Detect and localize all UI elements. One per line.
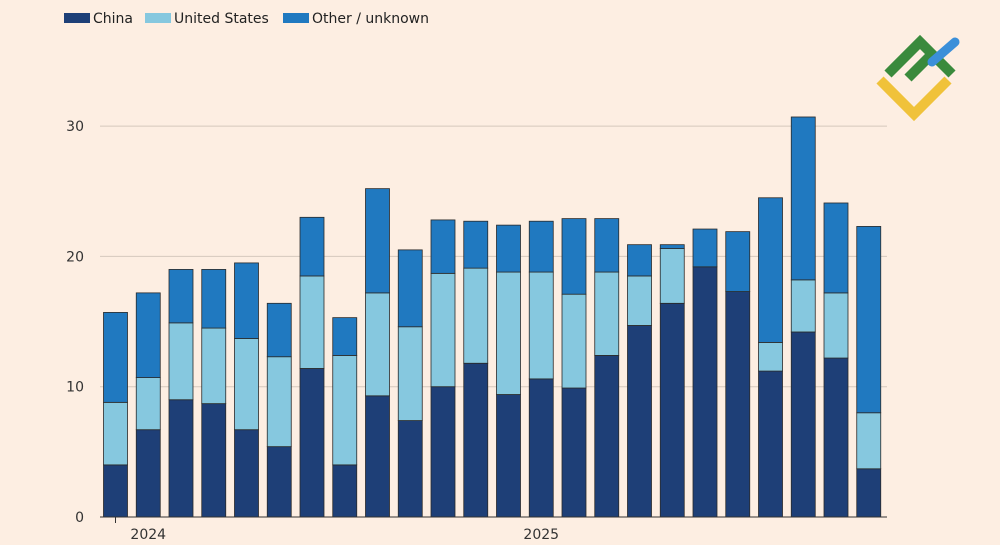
y-tick-label-10: 10: [66, 380, 84, 396]
bar-5-other-unknown: [234, 262, 259, 339]
x-tick-label-2025: 2025: [523, 527, 559, 543]
bar-20-other-unknown: [725, 231, 751, 292]
bar-1-united-states: [103, 401, 128, 466]
bar-6-other-unknown: [266, 302, 292, 358]
bar-21-united-states: [758, 341, 783, 372]
bar-21-china: [758, 370, 783, 518]
bar-10-united-states: [397, 326, 423, 421]
y-tick-label-20: 20: [66, 249, 84, 265]
bar-23-other-unknown: [823, 202, 849, 294]
bar-23-united-states: [823, 292, 849, 359]
bar-15-other-unknown: [561, 218, 587, 295]
bar-13-other-unknown: [496, 224, 521, 273]
bars-group: [103, 116, 882, 518]
bar-14-united-states: [528, 271, 554, 380]
legend-label-united-states: United States: [174, 11, 269, 27]
bar-4-other-unknown: [201, 269, 227, 329]
bar-10-china: [397, 420, 423, 518]
y-tick-label-0: 0: [75, 510, 84, 526]
bar-16-china: [594, 355, 620, 518]
legend-label-other-unknown: Other / unknown: [312, 11, 429, 27]
bar-3-china: [168, 399, 194, 518]
brand-logo: [876, 34, 960, 122]
bar-16-other-unknown: [594, 218, 620, 273]
bar-10-other-unknown: [397, 249, 423, 328]
x-tick-label-2024: 2024: [130, 527, 166, 543]
bar-15-china: [561, 387, 587, 518]
bar-9-united-states: [365, 292, 390, 397]
bar-20-china: [725, 291, 751, 518]
bar-23-china: [823, 357, 849, 518]
bar-9-china: [365, 395, 390, 518]
bar-5-china: [234, 429, 259, 518]
bar-7-united-states: [299, 275, 325, 369]
bar-24-united-states: [856, 412, 882, 470]
bar-24-china: [856, 468, 882, 518]
bar-17-china: [627, 325, 652, 518]
bar-8-other-unknown: [332, 317, 358, 356]
bar-16-united-states: [594, 271, 620, 356]
bar-7-china: [299, 368, 325, 518]
legend-swatch-china: [64, 13, 90, 23]
bar-3-united-states: [168, 322, 194, 401]
bar-2-china: [135, 429, 161, 518]
legend-swatch-other-unknown: [283, 13, 309, 23]
bar-11-china: [430, 386, 456, 518]
bar-4-china: [201, 403, 227, 518]
bar-12-china: [463, 362, 489, 518]
bar-3-other-unknown: [168, 269, 194, 324]
bar-8-china: [332, 464, 358, 518]
bar-22-united-states: [790, 279, 816, 333]
bar-14-other-unknown: [528, 220, 554, 273]
bar-18-other-unknown: [659, 244, 685, 249]
y-axis: 0 10 20 30: [66, 119, 887, 526]
bar-1-other-unknown: [103, 312, 128, 403]
bar-5-united-states: [234, 338, 259, 431]
bar-24-other-unknown: [856, 226, 882, 414]
bar-6-united-states: [266, 356, 292, 448]
bar-22-china: [790, 331, 816, 518]
y-tick-label-30: 30: [66, 119, 84, 135]
bar-15-united-states: [561, 293, 587, 389]
bar-14-china: [528, 378, 554, 518]
bar-6-china: [266, 446, 292, 518]
bar-17-other-unknown: [627, 244, 652, 277]
bar-19-china: [692, 266, 718, 518]
bar-2-united-states: [135, 377, 161, 431]
bar-7-other-unknown: [299, 216, 325, 277]
bar-9-other-unknown: [365, 188, 390, 294]
bar-11-united-states: [430, 272, 456, 388]
x-axis: 2024 2025: [100, 516, 887, 543]
bar-12-other-unknown: [463, 220, 489, 269]
bar-8-united-states: [332, 355, 358, 466]
bar-13-united-states: [496, 271, 521, 395]
bar-11-other-unknown: [430, 219, 456, 274]
bar-19-other-unknown: [692, 228, 718, 268]
logo-green-stroke: [904, 52, 934, 82]
legend-label-china: China: [93, 11, 133, 27]
bar-4-united-states: [201, 327, 227, 405]
bar-12-united-states: [463, 267, 489, 364]
bar-2-other-unknown: [135, 292, 161, 378]
bar-18-united-states: [659, 248, 685, 304]
bar-22-other-unknown: [790, 116, 816, 281]
legend-swatch-united-states: [145, 13, 171, 23]
logo-blue-stroke: [927, 37, 960, 67]
bar-13-china: [496, 394, 521, 518]
bar-18-china: [659, 302, 685, 518]
bar-21-other-unknown: [758, 197, 783, 343]
legend: China United States Other / unknown: [64, 11, 429, 27]
logo-green-chevron: [884, 34, 956, 78]
logo-yellow-chevron: [876, 76, 952, 122]
bar-17-united-states: [627, 275, 652, 326]
bar-1-china: [103, 464, 128, 518]
